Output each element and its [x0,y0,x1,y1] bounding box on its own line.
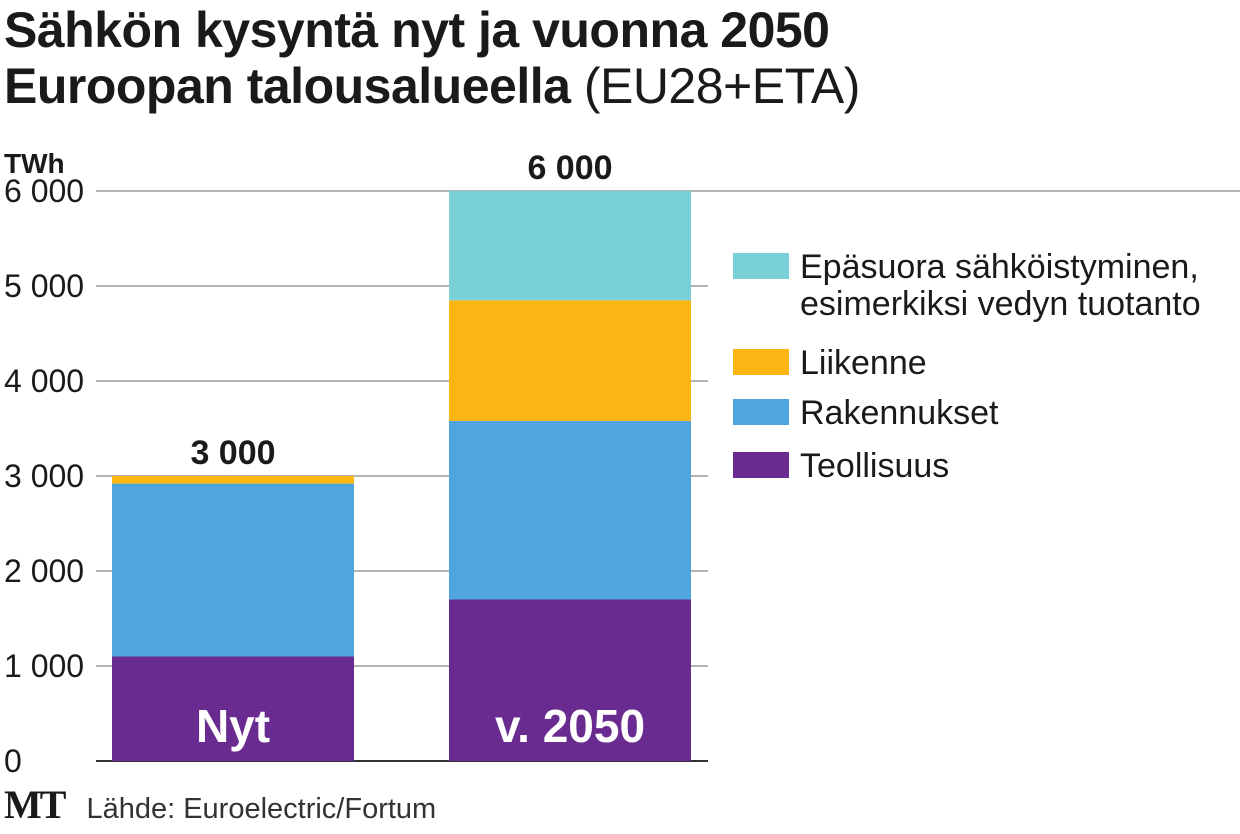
bar-segment-liikenne [449,300,691,421]
bar-segment-rakennukset [112,483,354,657]
legend-label: esimerkiksi vedyn tuotanto [800,285,1201,323]
chart-title: Sähkön kysyntä nyt ja vuonna 2050 Euroop… [4,2,860,114]
bar-segment-teollisuus [449,599,691,761]
y-tick-label: 2 000 [4,553,84,589]
legend-swatch-epäsuora [733,253,789,279]
legend-label: Epäsuora sähköistyminen, [800,248,1199,286]
bar-total-label: 3 000 [190,434,275,472]
category-label: v. 2050 [495,700,645,752]
category-label: Nyt [196,700,270,752]
legend-swatch-liikenne [733,349,789,375]
y-tick-label: 1 000 [4,648,84,684]
bar-segment-liikenne [112,476,354,484]
source-note: Lähde: Euroelectric/Fortum [86,793,437,825]
y-tick-label: 3 000 [4,458,84,494]
y-axis-unit: TWh [4,148,65,179]
y-tick-label: 5 000 [4,268,84,304]
bar-segment-epäsuora [449,191,691,301]
y-tick-label: 0 [4,743,22,779]
bar-segment-rakennukset [449,420,691,600]
legend-label: Rakennukset [800,394,999,432]
legend-swatch-rakennukset [733,399,789,425]
legend-swatch-teollisuus [733,452,789,478]
y-tick-label: 4 000 [4,363,84,399]
title-region: (EU28+ETA) [583,58,861,114]
title-line-2: Euroopan talousalueella [4,58,571,114]
title-line-1: Sähkön kysyntä nyt ja vuonna 2050 [4,2,830,58]
y-tick-label: 6 000 [4,173,84,209]
mt-logo: MT [4,782,66,827]
legend-label: Liikenne [800,344,927,382]
bar-segment-teollisuus [112,656,354,761]
footer: MT Lähde: Euroelectric/Fortum [4,781,436,828]
bar-total-label: 6 000 [527,149,612,187]
legend-label: Teollisuus [800,447,949,485]
